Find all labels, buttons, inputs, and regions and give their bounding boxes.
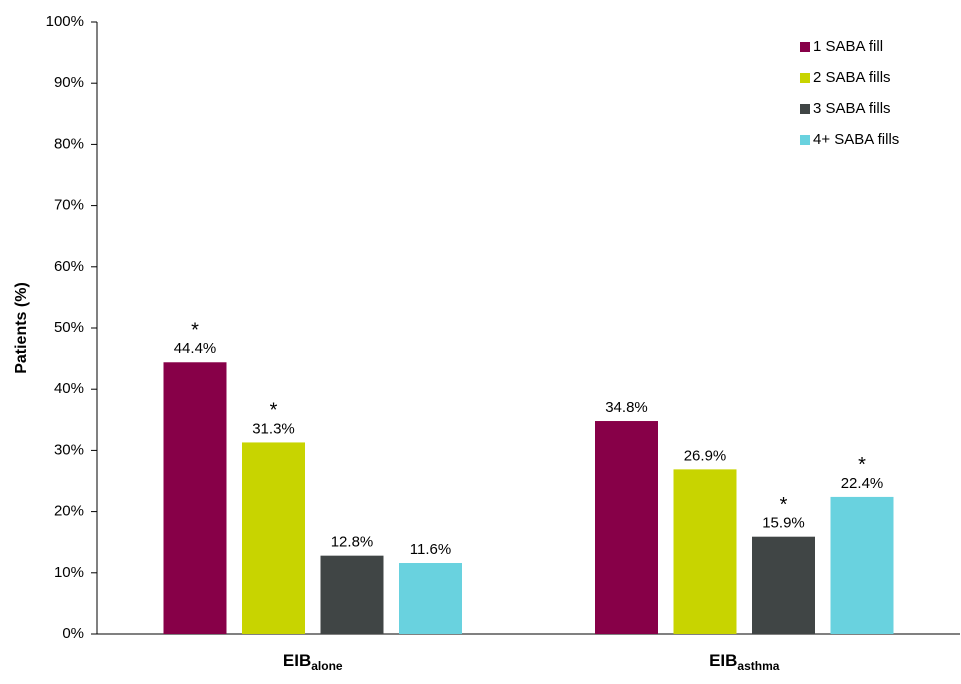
legend-swatch <box>800 73 810 83</box>
value-label: 11.6% <box>410 541 451 558</box>
bar <box>399 563 462 634</box>
bar <box>673 469 737 634</box>
value-label: 44.4% <box>174 340 217 357</box>
value-label: 15.9% <box>762 515 805 532</box>
y-tick-label: 30% <box>54 441 84 458</box>
category-text: EIB <box>709 651 737 670</box>
y-tick-label: 10% <box>54 564 84 581</box>
y-tick-label: 70% <box>54 197 84 214</box>
y-tick-label: 50% <box>54 319 84 336</box>
bar <box>595 421 658 634</box>
legend-swatch <box>800 104 810 114</box>
y-axis-label: Patients (%) <box>13 282 30 374</box>
significance-marker: * <box>270 400 278 422</box>
y-tick-label: 0% <box>62 625 84 642</box>
legend-label: 3 SABA fills <box>813 100 891 117</box>
category-subscript: alone <box>311 659 343 673</box>
legend-label: 1 SABA fill <box>813 38 883 55</box>
y-tick-label: 40% <box>54 380 84 397</box>
y-tick-label: 100% <box>46 13 84 30</box>
category-subscript: asthma <box>737 659 779 673</box>
legend-swatch <box>800 135 810 145</box>
legend-swatch <box>800 42 810 52</box>
bar <box>830 496 894 634</box>
y-tick-label: 20% <box>54 503 84 520</box>
value-label: 22.4% <box>841 475 884 492</box>
value-label: 34.8% <box>605 399 648 416</box>
significance-marker: * <box>858 454 866 476</box>
legend-label: 4+ SABA fills <box>813 131 899 148</box>
significance-marker: * <box>191 320 199 342</box>
x-tick-label: EIBasthma <box>709 651 780 673</box>
legend-label: 2 SABA fills <box>813 69 891 86</box>
value-label: 12.8% <box>331 534 374 551</box>
value-label: 31.3% <box>252 420 295 437</box>
bar <box>163 362 227 634</box>
bar <box>320 555 384 634</box>
bar <box>752 536 815 634</box>
bar <box>242 442 305 634</box>
category-text: EIB <box>283 651 311 670</box>
y-tick-label: 60% <box>54 258 84 275</box>
value-label: 26.9% <box>684 447 727 464</box>
y-tick-label: 90% <box>54 74 84 91</box>
significance-marker: * <box>780 494 788 516</box>
y-tick-label: 80% <box>54 135 84 152</box>
x-tick-label: EIBalone <box>283 651 343 673</box>
